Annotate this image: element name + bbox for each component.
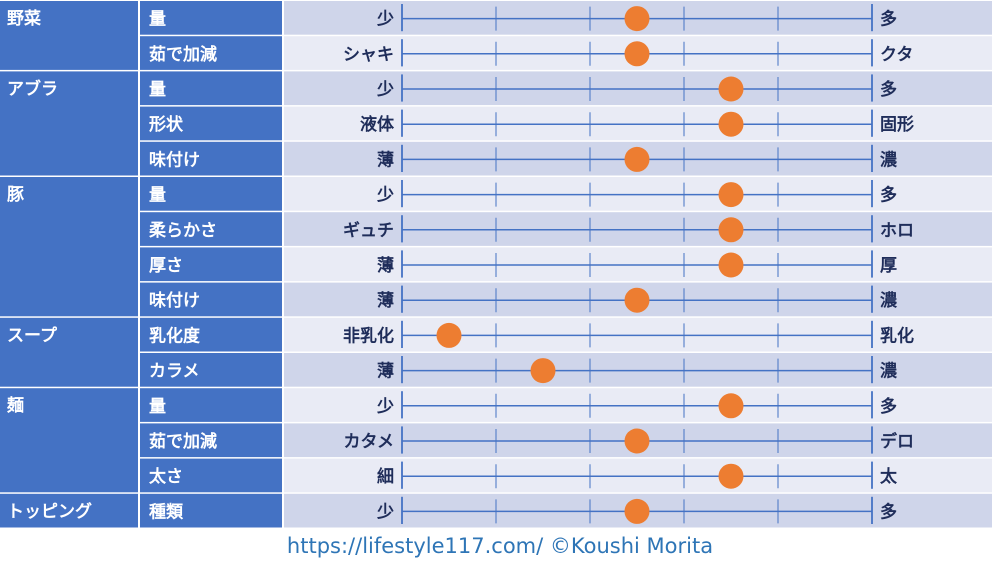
attribute-label: 柔らかさ	[149, 221, 217, 241]
rating-marker	[718, 76, 744, 102]
rating-marker	[718, 217, 744, 243]
attribute-label: 量	[149, 396, 166, 417]
attribute-label: 茹で加減	[149, 431, 217, 452]
low-end-label: 少	[376, 186, 394, 206]
attribute-label: 量	[149, 79, 166, 100]
attribute-cell	[140, 247, 282, 282]
attribute-label: 茹で加減	[149, 44, 217, 65]
attribute-cell	[140, 1, 282, 35]
rating-marker	[718, 393, 744, 419]
attribute-label: 厚さ	[149, 256, 183, 276]
high-end-label: ホロ	[880, 221, 914, 241]
category-label: 麺	[6, 396, 24, 416]
attribute-label: 形状	[149, 114, 184, 135]
low-end-label: ギュチ	[343, 221, 394, 241]
category-cell	[0, 317, 138, 387]
attribute-label: 味付け	[149, 149, 200, 170]
high-end-label: 濃	[880, 149, 898, 170]
attribute-label: 種類	[149, 501, 184, 522]
low-end-label: 細	[377, 466, 394, 487]
high-end-label: 濃	[880, 361, 898, 382]
low-end-label: 少	[376, 80, 394, 100]
attribute-cell	[140, 71, 282, 106]
attribute-cell	[140, 177, 282, 211]
high-end-label: クタ	[880, 45, 913, 65]
low-end-label: 少	[376, 10, 394, 30]
rating-marker	[718, 252, 744, 278]
high-end-label: 濃	[880, 290, 898, 311]
rating-marker	[624, 6, 650, 32]
high-end-label: 乳化	[880, 325, 914, 346]
attribute-cell	[140, 282, 282, 317]
high-end-label: 多	[880, 396, 897, 417]
rating-marker	[624, 498, 650, 524]
attribute-cell	[140, 106, 282, 141]
low-end-label: 薄	[377, 149, 394, 170]
category-label: アブラ	[7, 78, 58, 99]
attribute-cell	[140, 141, 282, 176]
attribute-label: 味付け	[149, 290, 200, 311]
low-end-label: 薄	[377, 255, 394, 276]
category-label: スープ	[7, 325, 58, 346]
category-cell	[0, 1, 138, 70]
high-end-label: 多	[880, 501, 897, 522]
high-end-label: 多	[880, 79, 897, 100]
low-end-label: シャキ	[343, 45, 394, 65]
rating-marker	[436, 322, 462, 348]
high-end-label: 固形	[880, 114, 914, 135]
category-label: 野菜	[7, 9, 42, 29]
category-cell	[0, 388, 138, 493]
attribute-label: カラメ	[149, 362, 200, 382]
high-end-label: 太	[880, 466, 898, 487]
attribute-cell	[140, 317, 282, 352]
attribute-label: 量	[149, 9, 166, 30]
category-label: トッピング	[7, 501, 92, 522]
low-end-label: 少	[376, 502, 394, 522]
low-end-label: 薄	[377, 361, 394, 382]
attribute-cell	[140, 423, 282, 458]
attribute-cell	[140, 388, 282, 422]
high-end-label: デロ	[880, 431, 914, 452]
attribute-cell	[140, 458, 282, 493]
attribute-label: 乳化度	[149, 325, 201, 346]
footer-credit: https://lifestyle117.com/ ©Koushi Morita	[286, 534, 714, 558]
rating-marker	[624, 287, 650, 313]
rating-marker	[718, 182, 744, 208]
rating-marker	[624, 146, 650, 172]
attribute-cell	[140, 493, 282, 528]
low-end-label: 少	[376, 397, 394, 417]
attribute-label: 太さ	[149, 466, 183, 487]
rating-marker	[624, 41, 650, 67]
category-cell	[0, 493, 138, 528]
attribute-cell	[140, 36, 282, 70]
attribute-label: 量	[149, 185, 166, 206]
high-end-label: 多	[880, 185, 897, 206]
high-end-label: 多	[880, 9, 897, 30]
attribute-cell	[140, 212, 282, 246]
high-end-label: 厚	[880, 256, 897, 276]
rating-marker	[624, 428, 650, 454]
low-end-label: 非乳化	[343, 325, 394, 346]
category-cell	[0, 177, 138, 317]
category-label: 豚	[7, 185, 24, 205]
low-end-label: 薄	[377, 290, 394, 311]
rating-marker	[530, 358, 556, 384]
attribute-cell	[140, 353, 282, 387]
rating-chart: 野菜量少多茹で加減 シャキ クタアブラ量少多形状 液体 固形味付け薄濃豚量少多柔らかさギ…	[0, 1, 992, 528]
low-end-label: 液体	[360, 114, 395, 135]
rating-marker	[718, 111, 744, 137]
category-cell	[0, 71, 138, 176]
rating-marker	[718, 463, 744, 489]
low-end-label: カタメ	[344, 432, 395, 452]
